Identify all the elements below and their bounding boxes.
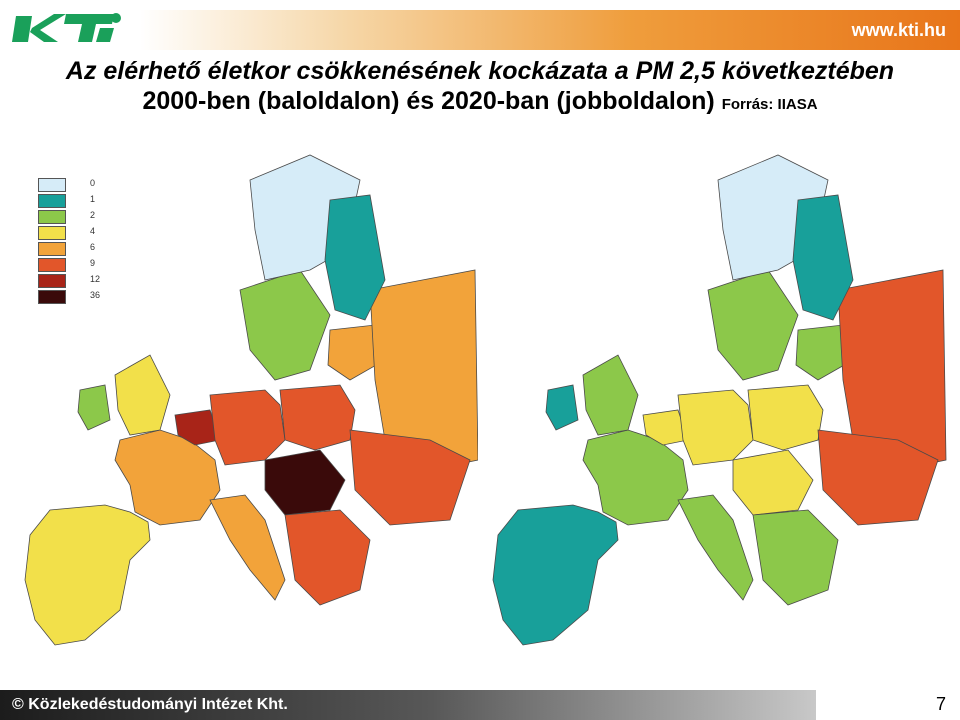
- region-germany: [677, 389, 754, 466]
- legend-label: 2: [90, 210, 96, 220]
- region-benelux: [642, 409, 689, 446]
- legend-item: 1: [38, 194, 108, 208]
- page-number: 7: [936, 694, 947, 714]
- legend-label: 1: [90, 194, 96, 204]
- legend-item: 4: [38, 226, 108, 240]
- region-italy: [677, 494, 754, 601]
- legend-swatch: [38, 242, 66, 256]
- region-france: [114, 429, 221, 526]
- slide-title: Az elérhető életkor csökkenésének kockáz…: [0, 56, 960, 120]
- legend-label: 36: [90, 290, 101, 300]
- legend-item: 9: [38, 258, 108, 272]
- legend-swatch: [38, 290, 66, 304]
- region-baltics: [795, 324, 854, 381]
- legend-swatch: [38, 178, 66, 192]
- legend-item: 2: [38, 210, 108, 224]
- region-ukraine: [349, 429, 471, 526]
- map-2020-regions: [492, 154, 947, 646]
- title-line-2-text: 2000-ben (baloldalon) és 2020-ban (jobbo…: [142, 87, 715, 115]
- region-ireland: [77, 384, 111, 431]
- region-central: [732, 449, 814, 516]
- header-gradient: [140, 10, 960, 50]
- legend-label: 6: [90, 242, 96, 252]
- region-iberia: [24, 504, 151, 646]
- legend-label: 12: [90, 274, 101, 284]
- logo-i-dot: [111, 13, 121, 23]
- region-ukraine: [817, 429, 939, 526]
- legend-swatch: [38, 210, 66, 224]
- region-finland: [792, 194, 854, 321]
- map-2000: [10, 140, 480, 695]
- region-balkans: [284, 509, 371, 606]
- region-germany: [209, 389, 286, 466]
- region-uk: [582, 354, 639, 436]
- map-2000-regions: [24, 154, 479, 646]
- title-line-1: Az elérhető életkor csökkenésének kockáz…: [65, 57, 895, 85]
- legend-item: 0: [38, 178, 108, 192]
- region-poland: [279, 384, 356, 451]
- logo-t: [64, 14, 114, 42]
- kti-logo: [12, 13, 121, 42]
- title-line-2: 2000-ben (baloldalon) és 2020-ban (jobbo…: [0, 86, 960, 120]
- footer-box: [816, 690, 960, 720]
- legend-item: 12: [38, 274, 108, 288]
- region-ireland: [545, 384, 579, 431]
- legend-swatch: [38, 258, 66, 272]
- source-credit: Forrás: IIASA: [721, 96, 818, 113]
- region-balkans: [752, 509, 839, 606]
- footer-copyright: © Közlekedéstudományi Intézet Kht.: [12, 696, 288, 713]
- region-finland: [324, 194, 386, 321]
- region-baltics: [327, 324, 386, 381]
- logo-i-stem: [96, 28, 114, 42]
- site-url: www.kti.hu: [851, 20, 946, 40]
- region-iberia: [492, 504, 619, 646]
- legend-swatch: [38, 194, 66, 208]
- region-italy: [209, 494, 286, 601]
- footer-bar: [0, 690, 960, 720]
- legend-label: 0: [90, 178, 96, 188]
- region-france: [582, 429, 689, 526]
- logo-k-arms: [30, 14, 66, 42]
- legend-label: 9: [90, 258, 96, 268]
- legend-swatch: [38, 226, 66, 240]
- region-central: [264, 449, 346, 516]
- legend-label: 4: [90, 226, 96, 236]
- region-poland: [747, 384, 824, 451]
- legend-swatch: [38, 274, 66, 288]
- region-uk: [114, 354, 171, 436]
- legend-item: 6: [38, 242, 108, 256]
- legend-item: 36: [38, 290, 108, 304]
- map-2020: [478, 140, 948, 695]
- logo-k-stem: [12, 16, 32, 42]
- region-benelux: [174, 409, 221, 446]
